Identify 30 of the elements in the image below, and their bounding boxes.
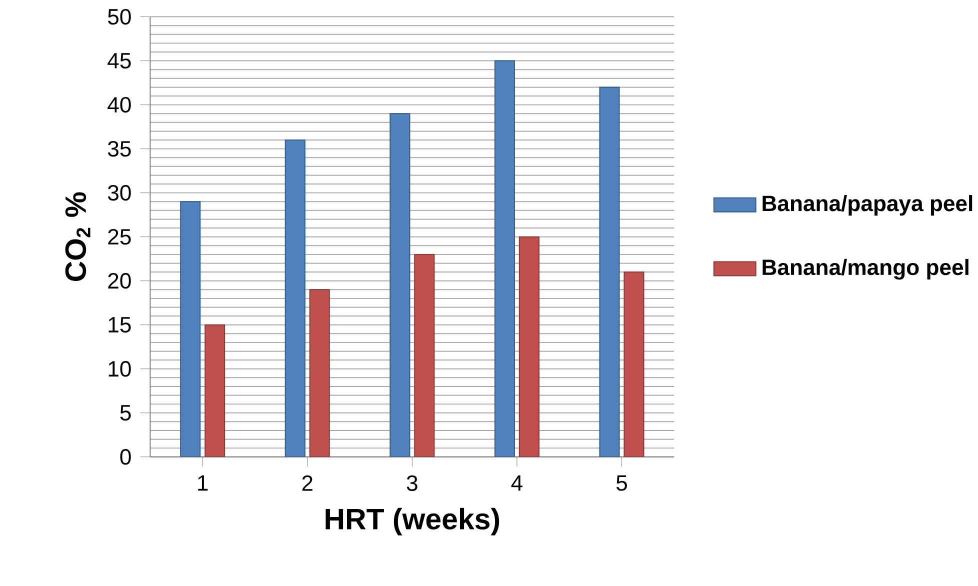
y-tick-label: 45 — [108, 53, 131, 68]
legend-label: Banana/mango peel — [762, 258, 968, 280]
legend-label: Banana/papaya peel — [762, 194, 972, 216]
x-tick-label: 5 — [616, 475, 627, 491]
y-tick-label: 5 — [120, 405, 131, 421]
y-axis-title: CO$_{2}$ % — [65, 192, 90, 281]
bar — [284, 139, 306, 457]
y-tick-label: 10 — [108, 360, 131, 377]
y-tick-label: 20 — [108, 272, 131, 289]
x-tick-label: 1 — [198, 475, 208, 491]
bar — [518, 236, 540, 457]
bar — [390, 113, 410, 457]
bar — [599, 86, 620, 457]
y-tick-label: 15 — [108, 317, 131, 333]
bar — [624, 272, 644, 457]
y-tick-label: 30 — [108, 184, 131, 201]
bar — [414, 254, 435, 457]
x-axis-title: HRT (weeks) — [326, 508, 500, 536]
y-tick-label: 40 — [108, 96, 131, 113]
y-tick-label: 50 — [108, 8, 131, 25]
x-tick-label: 3 — [406, 475, 418, 491]
bar — [309, 289, 330, 457]
bar — [180, 201, 201, 457]
bar — [204, 324, 226, 457]
bar — [494, 60, 515, 457]
x-tick-label: 2 — [302, 475, 312, 491]
x-tick-label: 4 — [511, 475, 522, 491]
y-tick-label: 0 — [120, 448, 131, 465]
y-tick-label: 35 — [108, 140, 131, 157]
y-tick-label: 25 — [108, 228, 131, 245]
